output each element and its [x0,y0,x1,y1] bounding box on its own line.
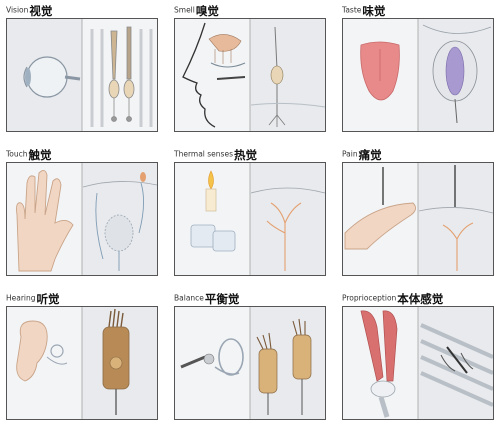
panel-vision: Vision视觉 [6,2,158,132]
panel-title-zh: 热觉 [233,147,257,162]
panel-title-zh: 平衡觉 [204,291,240,306]
illustration-frame [174,306,326,420]
taste-bud-icon [422,24,492,124]
panel-title-en: Thermal senses [174,149,233,159]
panel-title-en: Smell [174,5,195,15]
panel-title-en: Vision [6,5,29,15]
panel-title-en: Balance [174,293,204,303]
panel-title-en: Touch [6,149,28,159]
panel-thermal-senses: Thermal senses热觉 [174,146,326,276]
hand-icon [16,170,74,272]
illustration-frame [6,162,158,276]
panel-title-zh: 嗅觉 [195,3,219,18]
panel-title-en: Hearing [6,293,36,303]
hair-cell-icon [102,308,130,415]
illustration-frame [342,306,494,420]
vestibular-icon [180,338,244,376]
panel-balance: Balance平衡觉 [174,290,326,420]
nose-profile-icon [182,22,246,128]
touch-receptor-icon [82,172,157,271]
panel-proprioception: Proprioception本体感觉 [342,290,494,420]
panel-title-zh: 视觉 [29,3,53,18]
panel-touch: Touch触觉 [6,146,158,276]
panel-taste: Taste味觉 [342,2,494,132]
illustration-frame [6,306,158,420]
panel-hearing: Hearing听觉 [6,290,158,420]
needle-finger-icon [344,167,416,250]
illustration-frame [174,18,326,132]
panel-smell: Smell嗅觉 [174,2,326,132]
illustration-frame [342,18,494,132]
thermal-nerve-endings-icon [250,187,325,271]
ear-icon [16,320,68,382]
muscle-spindle-icon [420,323,493,407]
panel-title-en: Taste [342,5,362,15]
illustration-frame [6,18,158,132]
vestibular-hair-cells-icon [256,318,312,415]
panel-title-zh: 痛觉 [358,147,382,162]
panel-title-en: Pain [342,149,358,159]
photoreceptor-cells-icon [90,26,153,127]
leg-muscles-icon [360,310,398,418]
panel-title-zh: 味觉 [362,3,386,18]
panel-title-zh: 听觉 [36,291,60,306]
panel-title-zh: 本体感觉 [397,291,444,306]
panel-title-en: Proprioception [342,293,397,303]
pain-nerve-endings-icon [418,165,493,271]
eye-icon [23,56,81,98]
olfactory-neuron-icon [250,26,325,127]
panel-title-zh: 触觉 [28,147,52,162]
panel-pain: Pain痛觉 [342,146,494,276]
illustration-frame [174,162,326,276]
illustration-frame [342,162,494,276]
tongue-icon [360,41,400,101]
candle-ice-icon [190,170,236,252]
